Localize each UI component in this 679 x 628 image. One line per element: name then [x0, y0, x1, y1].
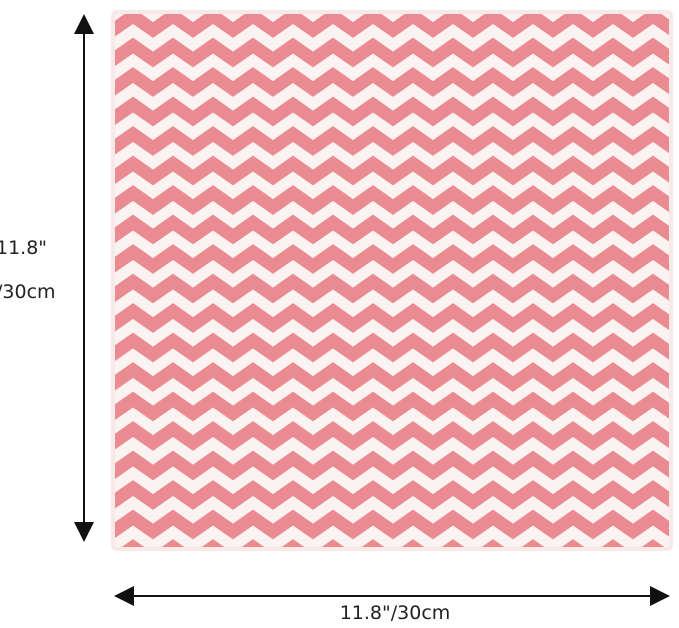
width-label: 11.8"/30cm [340, 602, 451, 624]
towel [111, 10, 673, 551]
height-label: 11.8" [0, 237, 47, 259]
height-label: /30cm [0, 281, 56, 303]
